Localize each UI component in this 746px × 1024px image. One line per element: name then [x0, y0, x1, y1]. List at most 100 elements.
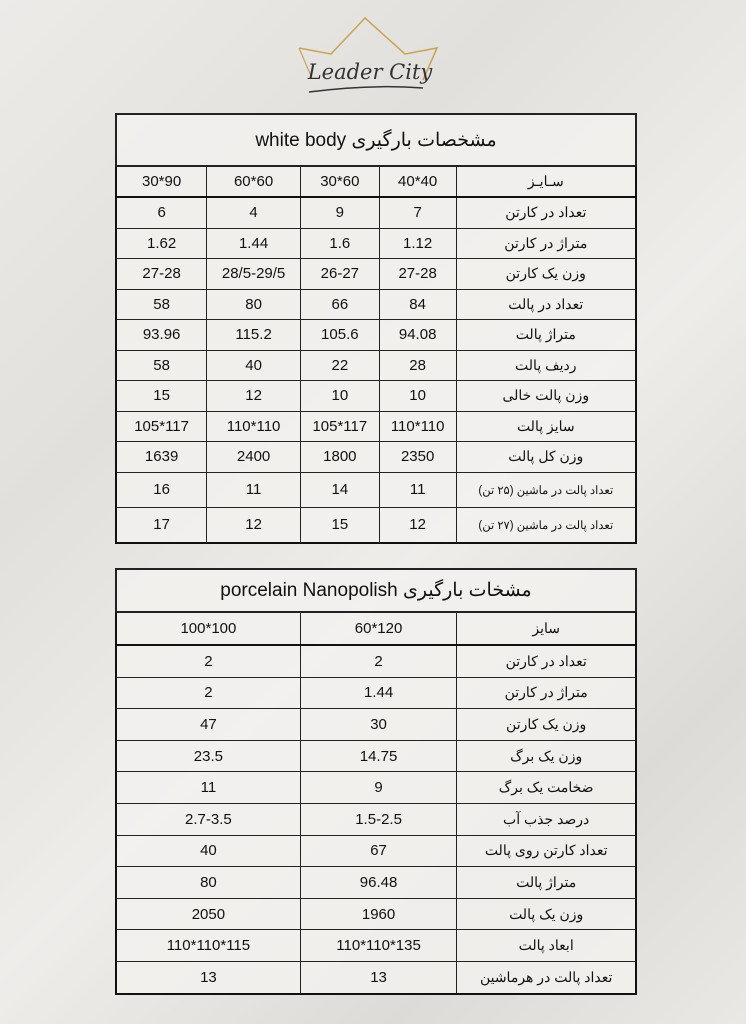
cell-value: 11 [378, 471, 457, 508]
row-label: تعداد در پالت [455, 288, 637, 320]
row-label: وزن یک برگ [456, 739, 637, 773]
header-row: 30*90 60*60 30*60 40*40 سـایـز [115, 165, 637, 198]
cell-value: 14 [299, 471, 380, 508]
cell-value: 6 [115, 196, 208, 229]
cell-value: 13 [115, 960, 301, 995]
row-label: ضخامت یک برگ [456, 771, 637, 804]
cell-value: 15 [115, 380, 208, 412]
size-label: سایز [456, 611, 637, 646]
cell-value: 93.96 [115, 319, 208, 351]
table-row: 13 13 تعداد پالت در هرماشین [115, 960, 637, 995]
row-label: وزن یک پالت [456, 897, 637, 931]
table-row: 2.7-3.5 1.5-2.5 درصد جذب آب [115, 802, 637, 836]
row-label: وزن یک کارتن [455, 258, 637, 290]
cell-value: 17 [115, 506, 208, 543]
table-row: 110*110*115 110*110*135 ابعاد پالت [115, 929, 637, 962]
row-label: وزن کل پالت [455, 441, 637, 473]
cell-value: 105*117 [115, 410, 208, 442]
cell-value: 23.5 [115, 739, 301, 773]
row-label: ردیف پالت [455, 349, 637, 381]
row-label: درصد جذب آب [456, 802, 637, 836]
cell-value: 80 [115, 866, 301, 899]
cell-value: 28 [378, 349, 457, 381]
cell-value: 27-28 [115, 258, 208, 290]
size-header: 60*60 [206, 165, 301, 198]
cell-value: 40 [206, 349, 301, 381]
cell-value: 2.7-3.5 [115, 802, 301, 836]
cell-value: 110*110*135 [299, 929, 458, 962]
table-row: 6 4 9 7 تعداد در کارتن [115, 196, 637, 229]
table-row: 1639 2400 1800 2350 وزن کل پالت [115, 441, 637, 473]
cell-value: 28/5-29/5 [206, 258, 301, 290]
row-label: وزن پالت خالی [455, 380, 637, 412]
size-header: 30*90 [115, 165, 208, 198]
cell-value: 30 [299, 708, 458, 741]
table-title: مشخات بارگیری porcelain Nanopolish [115, 568, 637, 613]
cell-value: 2050 [115, 897, 301, 931]
cell-value: 47 [115, 708, 301, 741]
cell-value: 2400 [206, 441, 301, 473]
cell-value: 1.44 [206, 227, 301, 259]
row-label: متراژ در کارتن [455, 227, 637, 259]
table-row: 15 12 10 10 وزن پالت خالی [115, 380, 637, 412]
header-row: 100*100 60*120 سایز [115, 611, 637, 646]
size-header: 60*120 [299, 611, 458, 646]
cell-value: 58 [115, 349, 208, 381]
cell-value: 2 [299, 644, 458, 678]
table-row: 2050 1960 وزن یک پالت [115, 897, 637, 931]
table-row: 2 1.44 متراژ در کارتن [115, 676, 637, 710]
cell-value: 9 [299, 196, 380, 229]
cell-value: 12 [206, 506, 301, 543]
cell-value: 4 [206, 196, 301, 229]
cell-value: 10 [299, 380, 380, 412]
row-label: وزن یک کارتن [456, 708, 637, 741]
cell-value: 94.08 [378, 319, 457, 351]
cell-value: 2 [115, 676, 301, 710]
cell-value: 1.12 [378, 227, 457, 259]
table-row: 58 40 22 28 ردیف پالت [115, 349, 637, 381]
cell-value: 110*110*115 [115, 929, 301, 962]
cell-value: 58 [115, 288, 208, 320]
cell-value: 12 [378, 506, 457, 543]
row-label: تعداد در کارتن [455, 196, 637, 229]
row-label: متراژ پالت [455, 319, 637, 351]
cell-value: 96.48 [299, 866, 458, 899]
cell-value: 15 [299, 506, 380, 543]
cell-value: 22 [299, 349, 380, 381]
table-row: 47 30 وزن یک کارتن [115, 708, 637, 741]
cell-value: 1.44 [299, 676, 458, 710]
row-label: سایز پالت [455, 410, 637, 442]
table-row: 27-28 28/5-29/5 26-27 27-28 وزن یک کارتن [115, 258, 637, 290]
cell-value: 115.2 [206, 319, 301, 351]
cell-value: 13 [299, 960, 458, 995]
cell-value: 105*117 [299, 410, 380, 442]
cell-value: 40 [115, 834, 301, 868]
row-label: ابعاد پالت [456, 929, 637, 962]
cell-value: 110*110 [206, 410, 301, 442]
logo-text: Leader City [307, 60, 433, 84]
table-title: مشخصات بارگیری white body [115, 113, 637, 167]
row-label: تعداد پالت در ماشین (۲۵ تن) [455, 471, 637, 508]
white-body-loading-table: مشخصات بارگیری white body 30*90 60*60 30*6… [115, 113, 637, 544]
table-row: 58 80 66 84 تعداد در پالت [115, 288, 637, 320]
cell-value: 26-27 [299, 258, 380, 290]
cell-value: 14.75 [299, 739, 458, 773]
cell-value: 1800 [299, 441, 380, 473]
cell-value: 2 [115, 644, 301, 678]
cell-value: 12 [206, 380, 301, 412]
row-label: متراژ در کارتن [456, 676, 637, 710]
cell-value: 110*110 [378, 410, 457, 442]
row-label: تعداد در کارتن [456, 644, 637, 678]
cell-value: 10 [378, 380, 457, 412]
cell-value: 2350 [378, 441, 457, 473]
cell-value: 80 [206, 288, 301, 320]
crown-logo-icon [298, 16, 439, 93]
cell-value: 67 [299, 834, 458, 868]
row-label: متراژ پالت [456, 866, 637, 899]
table-row: 2 2 تعداد در کارتن [115, 644, 637, 678]
table-row: 11 9 ضخامت یک برگ [115, 771, 637, 804]
size-label: سـایـز [455, 165, 637, 198]
row-label: تعداد کارتن روی پالت [456, 834, 637, 868]
cell-value: 84 [378, 288, 457, 320]
table-row: 23.5 14.75 وزن یک برگ [115, 739, 637, 773]
